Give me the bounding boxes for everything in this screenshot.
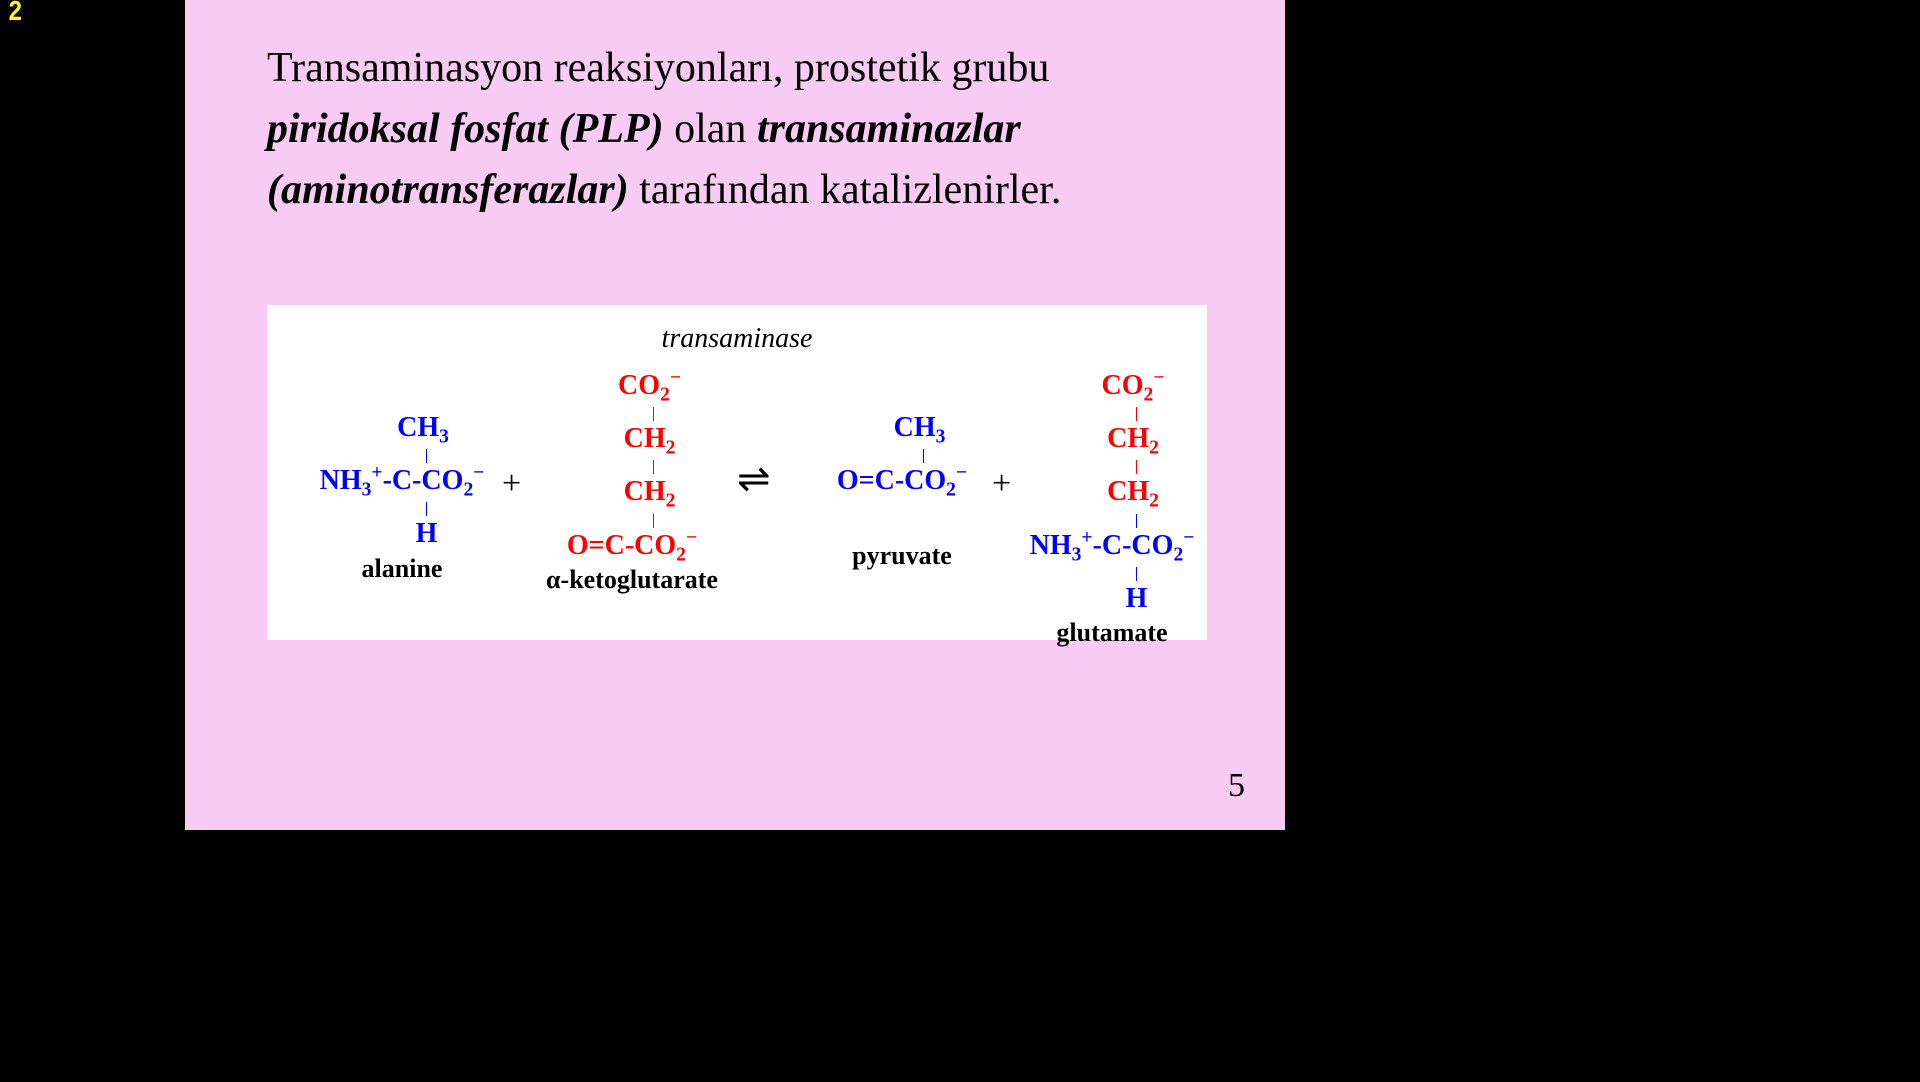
aketoglutarate-structure: CO2− CH2 CH2 O=C-CO2−	[537, 373, 727, 559]
molecule-aketoglutarate: CO2− CH2 CH2 O=C-CO2− α-ketoglutarate	[537, 373, 727, 595]
plus-2: +	[992, 465, 1011, 503]
corner-badge: 2	[8, 0, 22, 30]
aketoglutarate-label: α-ketoglutarate	[537, 565, 727, 595]
text-part3: tarafından katalizlenirler.	[629, 167, 1062, 213]
plus-1: +	[502, 465, 521, 503]
body-text: Transaminasyon reaksiyonları, prostetik …	[267, 38, 1207, 221]
enzyme-label: transaminase	[267, 323, 1207, 355]
alanine-structure: CH3 NH3+-C-CO2− H	[307, 415, 497, 548]
glutamate-structure: CO2− CH2 CH2 NH3+-C-CO2− H	[1017, 373, 1207, 612]
molecule-pyruvate: CH3 O=C-CO2− pyruvate	[807, 415, 997, 571]
molecule-alanine: CH3 NH3+-C-CO2− H alanine	[307, 415, 497, 584]
text-part2: olan	[664, 106, 757, 152]
glutamate-label: glutamate	[1017, 618, 1207, 648]
reaction-row: CH3 NH3+-C-CO2− H alanine + CO2− CH2 CH2…	[267, 365, 1207, 585]
alanine-label: alanine	[307, 554, 497, 584]
equilibrium-arrow: ⇌	[737, 455, 771, 502]
pyruvate-label: pyruvate	[807, 541, 997, 571]
text-part1: Transaminasyon reaksiyonları, prostetik …	[267, 45, 1049, 91]
text-emph1: piridoksal fosfat (PLP)	[267, 106, 664, 152]
slide: Transaminasyon reaksiyonları, prostetik …	[185, 0, 1285, 830]
pyruvate-structure: CH3 O=C-CO2−	[807, 415, 997, 495]
reaction-diagram: transaminase CH3 NH3+-C-CO2− H alanine +…	[267, 305, 1207, 640]
page-number: 5	[1228, 767, 1245, 805]
molecule-glutamate: CO2− CH2 CH2 NH3+-C-CO2− H glutamate	[1017, 373, 1207, 648]
